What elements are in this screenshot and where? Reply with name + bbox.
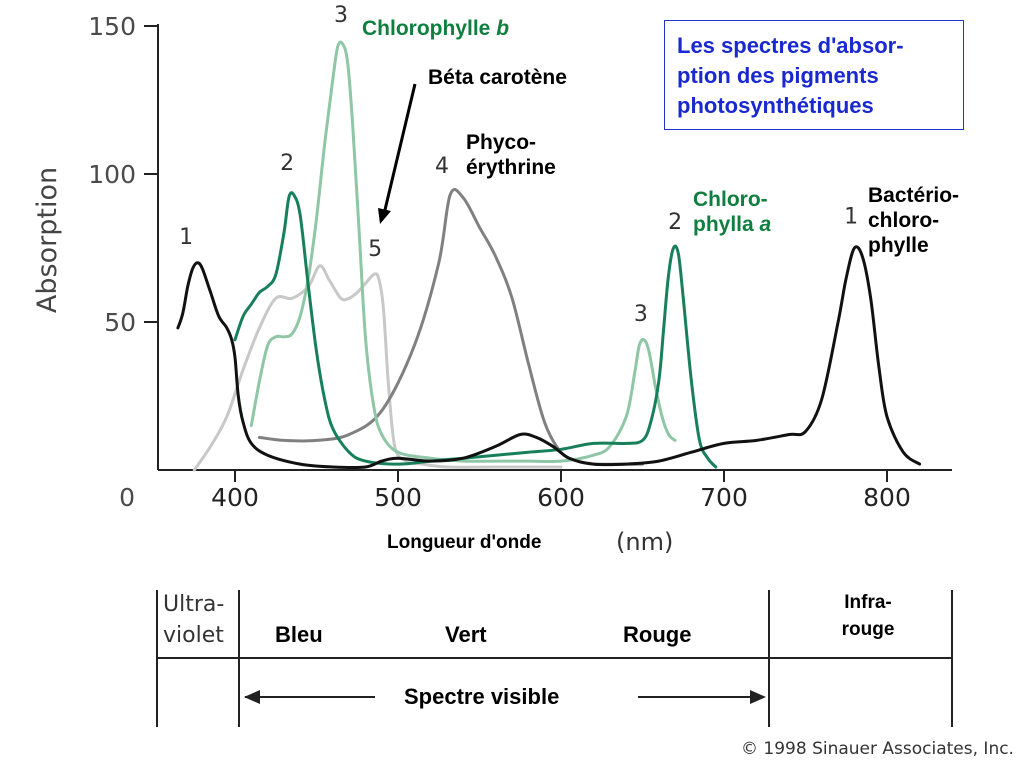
x-tick-label: 400 — [211, 483, 259, 512]
peak-labels: 1 2 3 5 4 3 2 1 — [179, 3, 858, 327]
peak-number-label: 2 — [280, 151, 294, 176]
y-tick-label: 50 — [104, 308, 136, 337]
peak-number-label: 2 — [668, 210, 682, 235]
band-bleu: Bleu — [275, 622, 323, 647]
band-ultraviolet: Ultra- violet — [163, 592, 225, 648]
label-chlorophylle-b: Chlorophylle b — [362, 17, 510, 40]
copyright-notice: © 1998 Sinauer Associates, Inc. — [741, 739, 1014, 759]
beta-carotene-arrow — [382, 83, 417, 215]
series-line-bacteriochlorophylle — [176, 245, 922, 470]
x-tick-label: 500 — [374, 483, 422, 512]
spectre-visible-label: Spectre visible — [404, 684, 560, 709]
label-bacteriochlorophylle: Bactério- chloro- phylle — [868, 184, 960, 257]
peak-number-label: 3 — [634, 302, 648, 327]
beta-carotene-arrowhead — [378, 208, 391, 224]
y-tick-label: 100 — [88, 160, 136, 189]
y-tick-label: 0 — [119, 483, 135, 512]
chart-title: Les spectres d'absor- ption des pigments… — [664, 20, 964, 130]
peak-number-label: 4 — [435, 154, 449, 179]
x-tick-label: 800 — [863, 483, 911, 512]
chart-curves — [176, 40, 922, 472]
band-vert: Vert — [445, 622, 487, 647]
x-axis-label: Longueur d'onde — [387, 532, 542, 553]
peak-number-label: 3 — [334, 3, 348, 28]
peak-number-label: 1 — [844, 204, 858, 229]
chart-axes: 0 50 100 150 400 500 600 700 800 Absorption — [32, 12, 952, 512]
peak-number-label: 5 — [368, 237, 382, 262]
peak-number-label: 1 — [179, 225, 193, 250]
x-tick-label: 600 — [537, 483, 585, 512]
series-line-chlorophylle-b — [249, 40, 677, 464]
band-infrarouge: Infra- rouge — [841, 592, 895, 640]
band-rouge: Rouge — [623, 622, 692, 647]
series-line-chlorophylle-a — [233, 191, 718, 469]
x-tick-label: 700 — [700, 483, 748, 512]
y-tick-label: 150 — [88, 12, 136, 41]
series-line-phycoerythrine — [257, 188, 644, 466]
label-beta-carotene: Béta carotène — [428, 66, 567, 89]
label-phycoerythrine: Phyco- érythrine — [466, 131, 556, 179]
label-chlorophylle-a: Chloro- phylla a — [693, 188, 772, 236]
x-axis-unit: (nm) — [616, 528, 674, 556]
y-axis-label: Absorption — [32, 167, 63, 313]
